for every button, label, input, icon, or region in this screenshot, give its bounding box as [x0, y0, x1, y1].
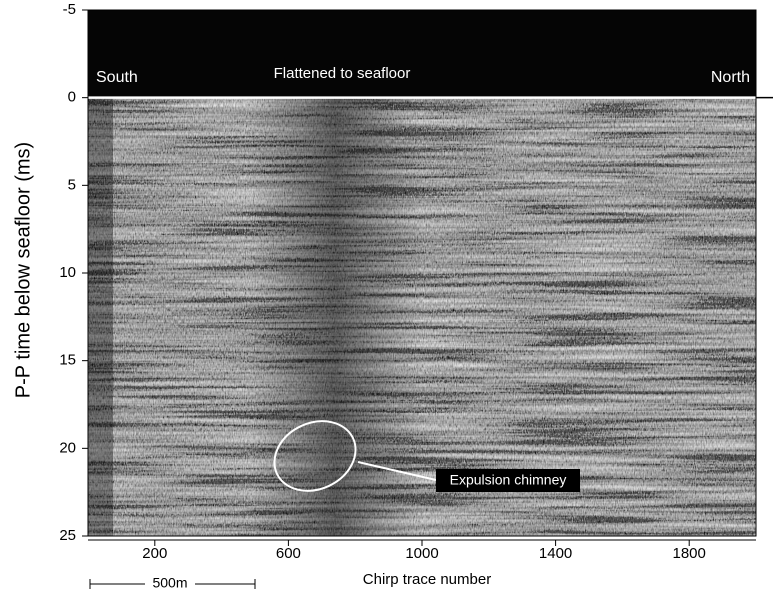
chimney-zone [248, 97, 422, 537]
plot-area [88, 10, 773, 537]
left-dark [88, 97, 113, 537]
x-tick-label: 200 [142, 545, 167, 562]
y-tick-label: 20 [59, 439, 76, 456]
flattened-label: Flattened to seafloor [274, 65, 411, 82]
x-tick-label: 1400 [539, 545, 572, 562]
scale-bg [145, 575, 195, 593]
chimney-ellipse [273, 420, 357, 492]
scale-label: 500m [152, 575, 187, 591]
south-label: South [96, 69, 138, 86]
x-axis-label: Chirp trace number [363, 571, 491, 588]
x-tick-label: 1000 [405, 545, 438, 562]
north-label: North [711, 69, 750, 86]
water-column [88, 10, 756, 98]
y-tick-label: 15 [59, 352, 76, 369]
chimney-label: Expulsion chimney [450, 472, 567, 488]
chimney-box [436, 469, 580, 492]
y-tick-label: 5 [68, 176, 76, 193]
chimney-leader [357, 461, 437, 481]
y-axis-label: P-P time below seafloor (ms) [12, 142, 34, 398]
y-tick-label: -5 [63, 1, 76, 18]
y-tick-label: 0 [68, 89, 76, 106]
y-tick-label: 10 [59, 264, 76, 281]
x-tick-label: 600 [276, 545, 301, 562]
x-tick-label: 1800 [673, 545, 706, 562]
y-tick-label: 25 [59, 527, 76, 544]
